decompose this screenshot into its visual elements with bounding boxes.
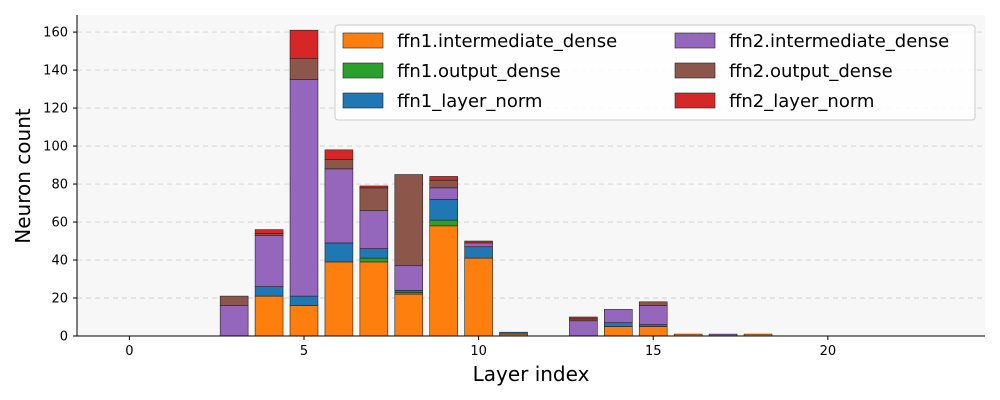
- bar-segment: [359, 257, 389, 263]
- bar-segment: [464, 240, 493, 244]
- bar-segment: [604, 326, 633, 337]
- legend-label: ffn1.output_dense: [397, 61, 561, 82]
- x-tick-label: 15: [645, 344, 662, 359]
- bar-segment: [569, 320, 598, 337]
- legend-swatch: [674, 62, 716, 79]
- y-tick-label: 40: [51, 254, 68, 269]
- legend: ffn1.intermediate_dense ffn1.output_dense…: [334, 24, 976, 121]
- bar-segment: [324, 242, 354, 263]
- legend-box: [334, 24, 976, 121]
- bar-segment: [289, 305, 319, 337]
- bar-segment: [394, 265, 424, 291]
- y-tick-label: 160: [43, 26, 68, 41]
- tick-labels: 0 20 40 60 80 100 120 140 160 0 5 10 15 20: [43, 26, 836, 359]
- bar-segment: [289, 295, 319, 306]
- x-tick-label: 10: [470, 344, 487, 359]
- y-axis-label: Neuron count: [11, 108, 35, 244]
- legend-swatch: [674, 32, 716, 49]
- bar-segment: [429, 187, 458, 200]
- bar-segment: [254, 235, 284, 287]
- bar-segment: [289, 79, 319, 297]
- bar-segment: [359, 187, 389, 211]
- legend-label: ffn2_layer_norm: [729, 91, 874, 112]
- bar-segment: [429, 179, 458, 189]
- bar-segment: [394, 293, 424, 337]
- bar-segment: [638, 301, 668, 306]
- bar-segment: [359, 261, 389, 337]
- bar-segment: [604, 322, 633, 327]
- legend-label: ffn2.intermediate_dense: [729, 31, 949, 52]
- bar-segment: [219, 295, 249, 306]
- bar-segment: [324, 261, 354, 337]
- y-tick-label: 20: [51, 292, 68, 307]
- bar-segment: [324, 159, 354, 170]
- bars: [219, 29, 773, 337]
- x-tick-label: 20: [820, 344, 837, 359]
- legend-swatch: [342, 32, 384, 49]
- bar-segment: [289, 58, 319, 80]
- x-tick-label: 0: [125, 344, 133, 359]
- y-tick-label: 100: [43, 140, 68, 155]
- bar-segment: [429, 225, 458, 337]
- bar-segment: [324, 149, 354, 160]
- legend-swatch: [342, 92, 384, 109]
- legend-label: ffn2.output_dense: [729, 61, 893, 82]
- bar-segment: [289, 29, 319, 59]
- legend-label: ffn1_layer_norm: [397, 91, 542, 112]
- bar-segment: [464, 246, 493, 259]
- bar-segment: [359, 185, 389, 189]
- y-tick-label: 0: [60, 330, 68, 345]
- bar-segment: [464, 242, 493, 248]
- bar-segment: [254, 229, 284, 234]
- y-tick-label: 120: [43, 102, 68, 117]
- bar-segment: [359, 210, 389, 249]
- y-tick-label: 140: [43, 64, 68, 79]
- legend-swatch: [674, 92, 716, 109]
- bar-segment: [359, 248, 389, 259]
- y-tick-label: 80: [51, 178, 68, 193]
- bar-segment: [499, 331, 528, 335]
- bar-segment: [254, 286, 284, 297]
- bar-segment: [638, 305, 668, 325]
- bar-segment: [429, 198, 458, 221]
- x-tick-label: 5: [300, 344, 308, 359]
- bar-segment: [429, 219, 458, 227]
- bar-segment: [569, 316, 598, 320]
- bar-segment: [324, 168, 354, 244]
- y-tick-label: 60: [51, 216, 68, 231]
- bar-segment: [638, 326, 668, 337]
- bar-segment: [394, 174, 424, 267]
- bar-segment: [604, 309, 633, 324]
- legend-swatch: [342, 62, 384, 79]
- bar-segment: [219, 305, 249, 337]
- bar-segment: [254, 295, 284, 337]
- bar-segment: [429, 176, 458, 181]
- bar-segment: [464, 257, 493, 337]
- legend-label: ffn1.intermediate_dense: [397, 31, 617, 52]
- x-axis-label: Layer index: [473, 362, 590, 386]
- axes: [76, 15, 985, 337]
